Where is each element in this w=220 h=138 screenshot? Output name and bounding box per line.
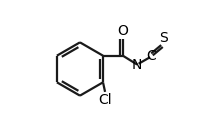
Text: N: N (132, 58, 142, 72)
Text: S: S (160, 31, 168, 45)
Text: Cl: Cl (98, 93, 112, 107)
Text: C: C (147, 49, 156, 63)
Text: O: O (117, 23, 128, 38)
